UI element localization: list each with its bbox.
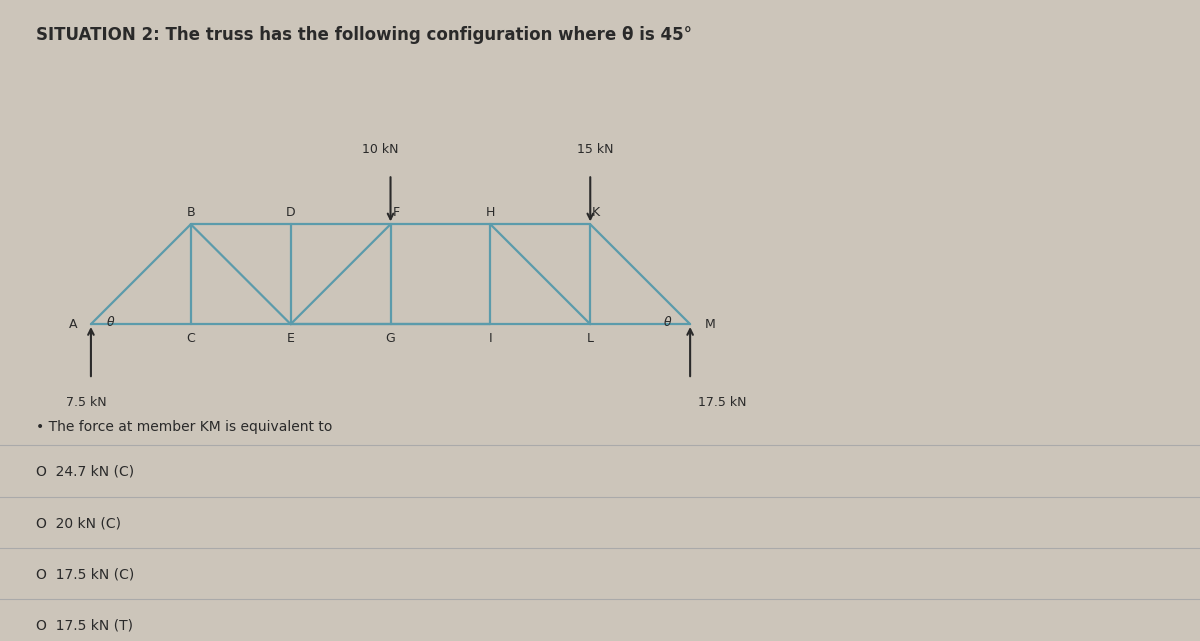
Text: B: B xyxy=(186,206,196,219)
Text: SITUATION 2: The truss has the following configuration where θ is 45°: SITUATION 2: The truss has the following… xyxy=(36,26,692,44)
Text: O  20 kN (C): O 20 kN (C) xyxy=(36,516,121,530)
Text: 17.5 kN: 17.5 kN xyxy=(698,396,746,409)
Text: G: G xyxy=(385,331,395,345)
Text: O  24.7 kN (C): O 24.7 kN (C) xyxy=(36,465,134,479)
Text: M: M xyxy=(704,318,715,331)
Text: • The force at member KM is equivalent to: • The force at member KM is equivalent t… xyxy=(36,420,332,434)
Text: 15 kN: 15 kN xyxy=(577,144,613,156)
Text: 7.5 kN: 7.5 kN xyxy=(66,396,107,409)
Text: C: C xyxy=(186,331,196,345)
Text: E: E xyxy=(287,331,294,345)
Text: L: L xyxy=(587,331,594,345)
Text: O  17.5 kN (T): O 17.5 kN (T) xyxy=(36,619,133,633)
Text: $\theta$: $\theta$ xyxy=(106,315,115,329)
Text: 10 kN: 10 kN xyxy=(362,144,398,156)
Text: F: F xyxy=(392,206,400,219)
Text: $\theta$: $\theta$ xyxy=(664,315,673,329)
Text: O  17.5 kN (C): O 17.5 kN (C) xyxy=(36,567,134,581)
Text: H: H xyxy=(486,206,496,219)
Text: I: I xyxy=(488,331,492,345)
Text: D: D xyxy=(286,206,295,219)
Text: A: A xyxy=(68,318,77,331)
Text: K: K xyxy=(592,206,600,219)
